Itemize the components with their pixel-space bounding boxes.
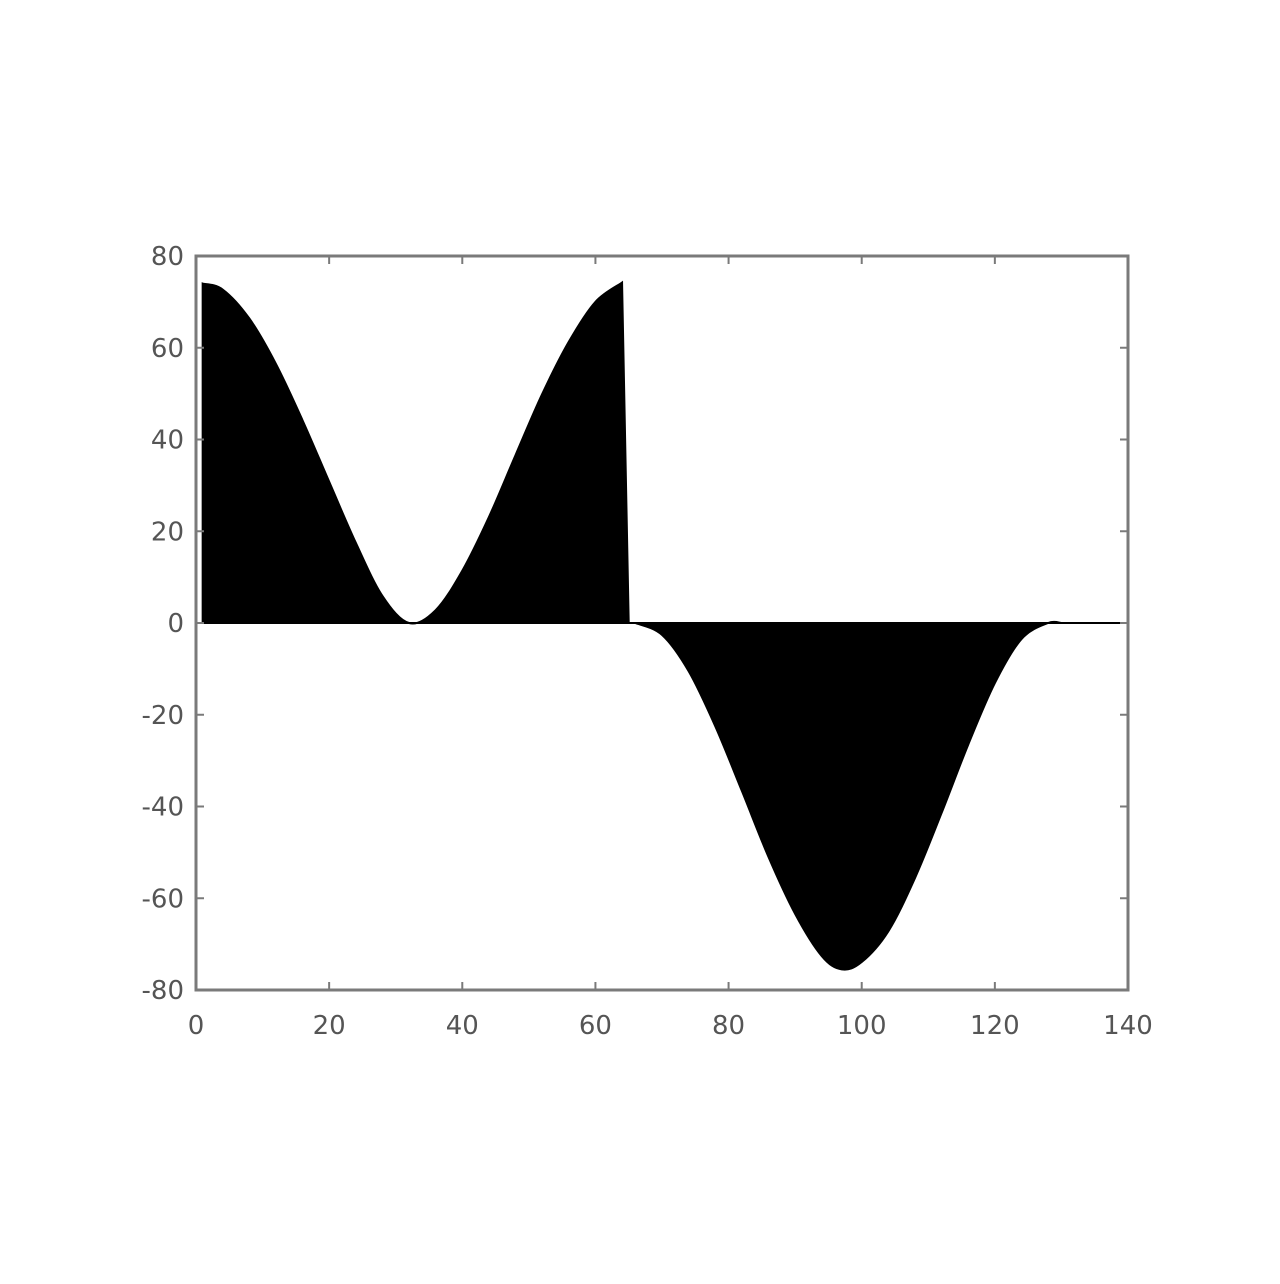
y-tick-label: -60 bbox=[142, 884, 184, 914]
area-series-1 bbox=[201, 280, 630, 625]
x-tick-label: 0 bbox=[188, 1011, 205, 1041]
y-tick-label: 80 bbox=[151, 242, 184, 272]
axis-ticks bbox=[195, 255, 1129, 991]
y-tick-label: 20 bbox=[151, 517, 184, 547]
y-tick-label: -80 bbox=[142, 976, 184, 1006]
y-tick-label: 0 bbox=[167, 609, 184, 639]
y-tick-label: 40 bbox=[151, 426, 184, 456]
x-tick-label: 100 bbox=[837, 1011, 887, 1041]
y-tick-label: -20 bbox=[142, 701, 184, 731]
x-tick-label: 80 bbox=[712, 1011, 745, 1041]
x-tick-label: 120 bbox=[970, 1011, 1020, 1041]
area-fills bbox=[201, 280, 1062, 971]
y-tick-label: 60 bbox=[151, 334, 184, 364]
area-series-2 bbox=[634, 620, 1062, 971]
tick-labels: 0 20 40 60 80 100 120 140 -80 -60 -40 -20 0 20 40 60 80 bbox=[142, 242, 1153, 1041]
y-tick-label: -40 bbox=[142, 793, 184, 823]
x-tick-label: 140 bbox=[1103, 1011, 1153, 1041]
x-tick-label: 60 bbox=[579, 1011, 612, 1041]
x-tick-label: 40 bbox=[446, 1011, 479, 1041]
x-tick-label: 20 bbox=[313, 1011, 346, 1041]
